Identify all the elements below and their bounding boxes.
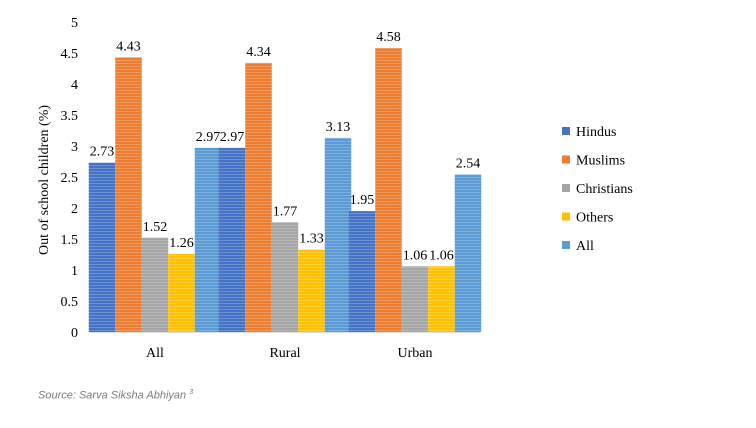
data-label: 2.97 <box>220 130 245 145</box>
y-axis: 0 0.5 1 1.5 2 2.5 3 3.5 4 4.5 5 <box>61 16 79 341</box>
legend-swatch <box>562 184 570 192</box>
y-tick-label: 0.5 <box>61 295 79 310</box>
legend-swatch <box>562 241 570 249</box>
legend-label: Others <box>576 211 613 226</box>
data-label: 3.13 <box>326 120 351 135</box>
bar-texture <box>375 48 402 332</box>
bar-texture <box>428 266 455 332</box>
bar-texture <box>298 249 325 332</box>
bar-texture <box>168 253 195 332</box>
source-note: Source: Sarva Siksha Abhiyan 3 <box>38 389 193 402</box>
bar-texture <box>348 211 376 332</box>
y-tick-label: 3 <box>71 140 78 155</box>
y-tick-label: 5 <box>71 16 78 31</box>
bar-texture <box>141 237 169 332</box>
data-label: 2.54 <box>456 157 481 172</box>
data-label: 2.97 <box>196 130 221 145</box>
legend-label: All <box>576 239 594 254</box>
source-text: Source: Sarva Siksha Abhiyan <box>38 389 187 402</box>
data-label: 1.26 <box>169 236 194 251</box>
bar-texture <box>401 266 429 332</box>
data-label: 1.06 <box>429 248 454 263</box>
bar-texture <box>271 222 299 332</box>
bar-texture <box>454 174 482 332</box>
bar-texture <box>194 147 222 332</box>
data-label: 4.58 <box>376 30 401 45</box>
legend-label: Christians <box>576 182 633 197</box>
y-tick-label: 0 <box>71 326 78 341</box>
legend-swatch <box>562 212 570 221</box>
legend: Hindus Muslims Christians Others All <box>562 125 633 254</box>
legend-label: Hindus <box>576 125 616 140</box>
bar-texture <box>115 57 142 333</box>
legend-label: Muslims <box>576 154 625 169</box>
y-tick-label: 2 <box>71 202 78 217</box>
data-label: 1.77 <box>273 204 298 219</box>
bar-group: 2.97 4.34 1.771.33 3.13 <box>218 45 352 333</box>
bar-group: 2.73 4.43 1.521.26 2.97 <box>88 39 222 333</box>
data-label: 1.33 <box>299 232 324 247</box>
y-axis-label: Out of school children (%) <box>37 105 52 255</box>
data-label: 2.73 <box>90 145 115 160</box>
bar-group: 1.95 4.58 1.06 1.06 2.54 <box>348 30 482 332</box>
data-label: 1.95 <box>350 193 375 208</box>
bar-texture <box>218 147 246 332</box>
x-tick-label: Rural <box>269 346 300 361</box>
data-label: 1.52 <box>143 220 168 235</box>
bar-texture <box>88 162 116 332</box>
y-tick-label: 4.5 <box>61 47 79 62</box>
x-tick-label: All <box>146 346 164 361</box>
bar-texture <box>324 137 352 332</box>
source-superscript: 3 <box>189 389 194 396</box>
x-axis-ticks: All Rural Urban <box>146 346 432 361</box>
legend-swatch <box>562 127 570 135</box>
data-label: 4.43 <box>116 39 141 54</box>
y-tick-label: 1.5 <box>61 233 79 248</box>
x-tick-label: Urban <box>398 346 433 361</box>
y-tick-label: 1 <box>71 264 78 279</box>
y-tick-label: 3.5 <box>61 109 79 124</box>
y-tick-label: 2.5 <box>61 171 79 186</box>
y-tick-label: 4 <box>71 78 78 93</box>
bar-groups: 2.73 4.43 1.521.26 2.97 2.97 4.34 1.771.33 3.13… <box>88 30 482 333</box>
bar-texture <box>245 62 272 333</box>
legend-swatch <box>562 155 570 164</box>
data-label: 4.34 <box>246 45 271 60</box>
data-label: 1.06 <box>403 248 428 263</box>
bar-chart: 00.511.522.533.544.55 Out of school chil… <box>37 16 633 361</box>
